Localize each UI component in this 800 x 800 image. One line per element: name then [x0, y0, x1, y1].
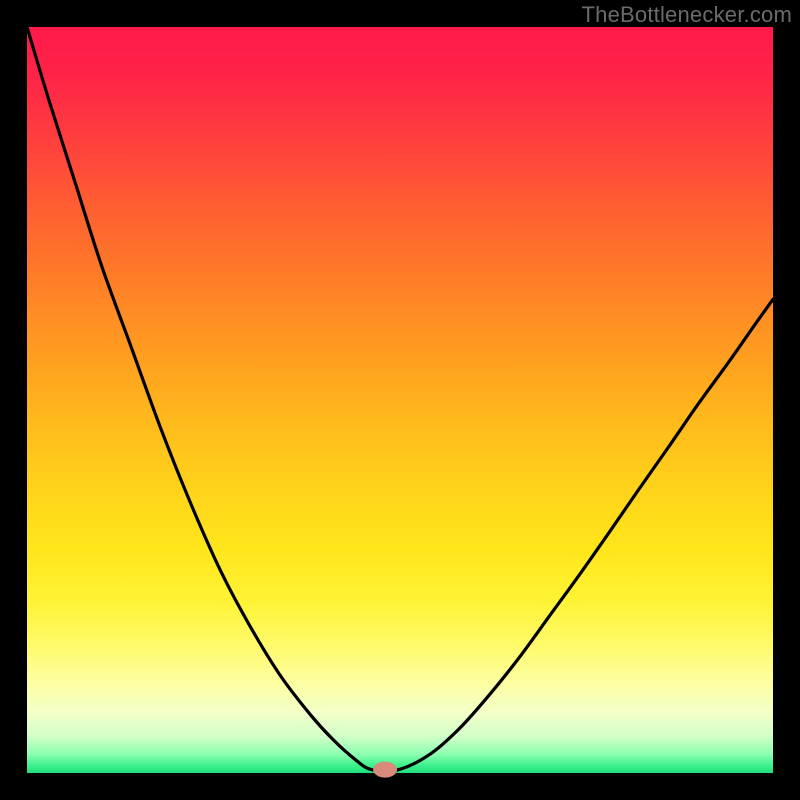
plot-background: [27, 27, 773, 773]
watermark-text: TheBottlenecker.com: [582, 2, 792, 28]
chart-container: TheBottlenecker.com: [0, 0, 800, 800]
minimum-marker: [373, 762, 397, 778]
bottleneck-chart: [0, 0, 800, 800]
